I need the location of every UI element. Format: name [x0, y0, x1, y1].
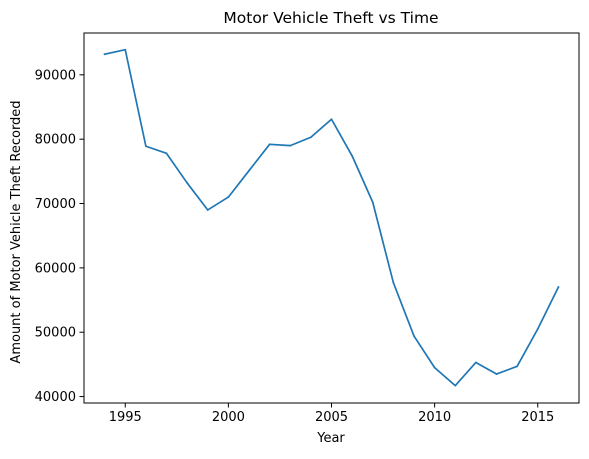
- x-tick-label: 2000: [212, 410, 245, 425]
- data-point: [351, 155, 354, 157]
- data-point: [124, 48, 127, 51]
- data-point: [516, 365, 519, 368]
- data-point: [495, 373, 498, 375]
- data-point: [248, 169, 250, 172]
- data-point: [186, 182, 189, 184]
- y-axis-ticks: 40000 50000 60000 70000 80000 90000: [35, 68, 84, 405]
- data-point: [206, 209, 209, 211]
- data-point: [536, 328, 539, 330]
- data-point: [474, 361, 477, 364]
- series-line: [103, 48, 560, 387]
- y-tick-label: 90000: [35, 68, 76, 83]
- data-point: [165, 152, 168, 155]
- x-tick-label: 1995: [109, 410, 142, 425]
- y-tick-label: 60000: [35, 261, 76, 276]
- y-axis-label: Amount of Motor Vehicle Theft Recorded: [9, 100, 24, 363]
- data-point: [454, 384, 457, 387]
- data-point: [557, 286, 560, 289]
- data-point: [433, 366, 436, 369]
- plot-area: [83, 32, 580, 404]
- data-point: [309, 136, 312, 139]
- y-tick-label: 40000: [35, 390, 76, 405]
- data-point: [371, 201, 374, 204]
- y-tick-label: 80000: [35, 133, 76, 148]
- data-point: [227, 196, 230, 198]
- x-axis-label: Year: [316, 431, 345, 446]
- data-point: [268, 143, 271, 146]
- data-point: [392, 281, 395, 284]
- data-point: [330, 118, 333, 121]
- x-tick-label: 2015: [521, 410, 554, 425]
- x-axis-ticks: 1995 2000 2005 2010 2015: [109, 403, 554, 425]
- data-point: [103, 53, 106, 56]
- data-point: [289, 144, 292, 147]
- x-tick-label: 2005: [315, 410, 348, 425]
- y-tick-label: 50000: [35, 326, 76, 341]
- series-layer: [103, 48, 560, 387]
- data-point: [413, 335, 415, 337]
- plot-frame: [83, 32, 580, 404]
- x-tick-label: 2010: [418, 410, 451, 425]
- y-tick-label: 70000: [35, 197, 76, 212]
- chart-title: Motor Vehicle Theft vs Time: [223, 9, 438, 27]
- data-point: [144, 145, 147, 148]
